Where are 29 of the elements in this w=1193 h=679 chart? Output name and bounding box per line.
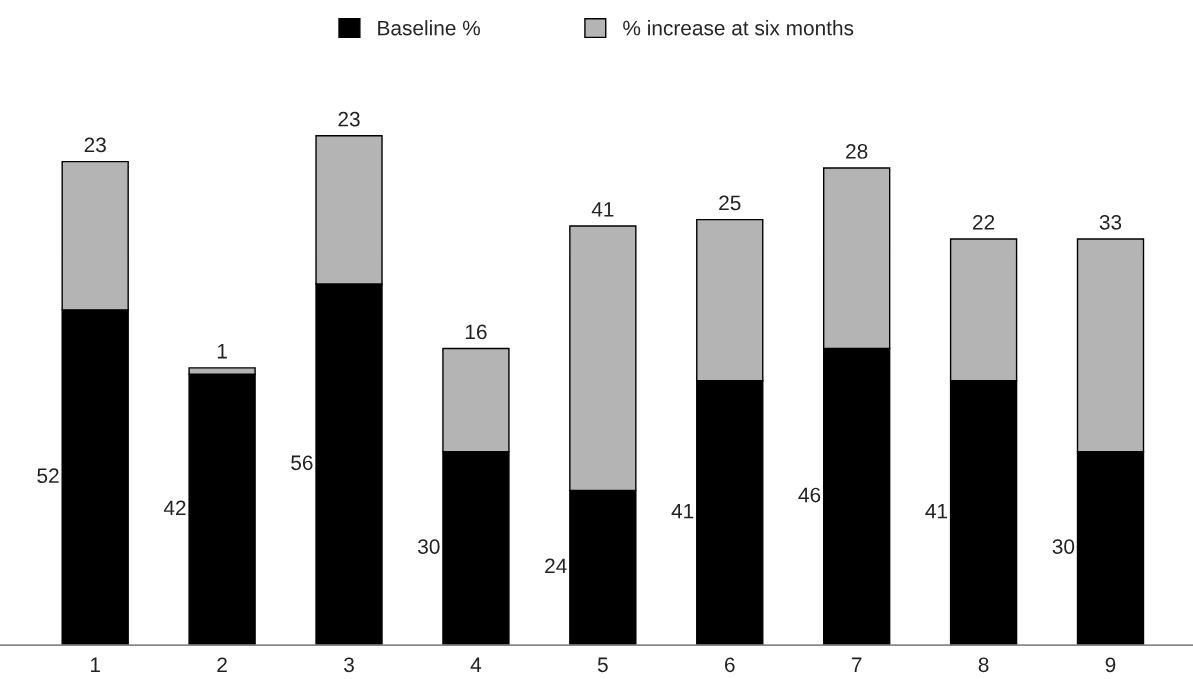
data-label: 16: [465, 324, 487, 340]
data-label: 33: [1099, 214, 1122, 230]
x-tick-label: 2: [217, 657, 227, 672]
data-label: 28: [846, 144, 868, 159]
data-label: 41: [591, 202, 614, 217]
x-tick-label: 5: [597, 657, 608, 673]
data-label: 42: [163, 500, 186, 516]
data-label: 56: [291, 455, 313, 471]
data-label: 41: [925, 503, 948, 519]
legend-label: % increase at six months: [623, 20, 854, 36]
data-label: 41: [671, 503, 694, 519]
x-tick-label: 9: [1105, 657, 1116, 673]
data-label: 30: [1052, 539, 1075, 554]
x-tick-label: 6: [725, 657, 735, 673]
data-label: 24: [545, 558, 567, 574]
data-label: 52: [37, 468, 59, 484]
data-label: 1: [217, 344, 227, 359]
data-label: 22: [973, 214, 995, 230]
x-tick-label: 4: [470, 657, 482, 672]
x-tick-label: 1: [90, 657, 100, 672]
data-label: 23: [338, 111, 360, 127]
x-tick-label: 8: [978, 657, 989, 673]
x-tick-label: 3: [344, 657, 354, 673]
data-label: 46: [798, 487, 821, 503]
legend-label: Baseline %: [378, 20, 481, 36]
x-tick-label: 7: [851, 657, 862, 672]
data-label: 30: [418, 539, 440, 554]
data-label: 25: [719, 195, 741, 211]
data-label: 23: [84, 137, 106, 153]
